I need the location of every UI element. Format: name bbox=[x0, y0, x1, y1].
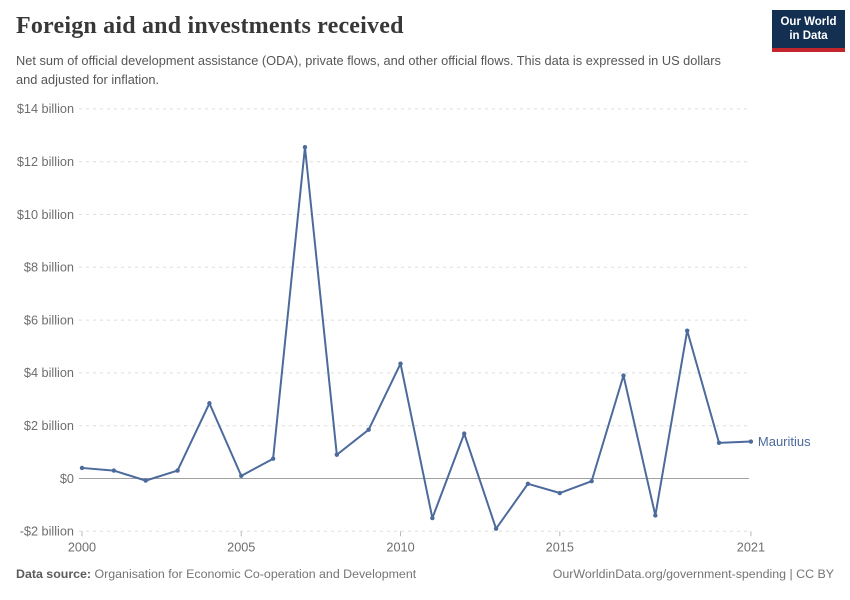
chart-subtitle: Net sum of official development assistan… bbox=[16, 53, 721, 87]
data-point[interactable] bbox=[207, 401, 212, 406]
x-axis-tick-label: 2000 bbox=[68, 541, 96, 555]
y-axis-tick-label: $10 billion bbox=[17, 208, 74, 222]
data-source-value: Organisation for Economic Co-operation a… bbox=[94, 567, 417, 581]
x-axis-tick-label: 2005 bbox=[227, 541, 255, 555]
data-point[interactable] bbox=[302, 144, 308, 150]
data-point[interactable] bbox=[684, 328, 690, 333]
y-axis-tick-label: $4 billion bbox=[24, 366, 74, 380]
data-line[interactable] bbox=[81, 146, 752, 530]
data-point[interactable] bbox=[79, 465, 85, 471]
x-axis-tick-label: 2021 bbox=[737, 541, 765, 555]
data-source-label: Data source: bbox=[16, 567, 92, 581]
data-point[interactable] bbox=[653, 513, 658, 518]
data-point[interactable] bbox=[430, 515, 435, 521]
data-point[interactable] bbox=[748, 439, 754, 444]
data-source: Data source: Organisation for Economic C… bbox=[16, 567, 416, 581]
entity-label: Mauritius bbox=[758, 434, 811, 449]
data-point[interactable] bbox=[175, 468, 180, 473]
y-axis-tick-label: -$2 billion bbox=[20, 525, 74, 539]
owid-logo[interactable]: Our World in Data bbox=[772, 10, 845, 52]
y-axis-tick-label: $8 billion bbox=[24, 261, 74, 275]
data-point[interactable] bbox=[589, 478, 594, 484]
data-point[interactable] bbox=[239, 473, 244, 479]
page-title: Foreign aid and investments received bbox=[16, 13, 404, 39]
y-axis-tick-label: $6 billion bbox=[24, 313, 74, 327]
data-point[interactable] bbox=[366, 427, 371, 432]
data-point[interactable] bbox=[621, 373, 626, 378]
owid-citation-link[interactable]: OurWorldinData.org/government-spending |… bbox=[552, 567, 834, 581]
data-point[interactable] bbox=[143, 478, 148, 483]
data-point[interactable] bbox=[462, 431, 467, 436]
data-point[interactable] bbox=[334, 452, 340, 457]
data-point[interactable] bbox=[111, 468, 117, 473]
owid-logo-line1: Our World bbox=[780, 15, 837, 28]
data-point[interactable] bbox=[270, 456, 276, 461]
owid-logo-line2: in Data bbox=[789, 30, 828, 42]
chart-footer: Data source: Organisation for Economic C… bbox=[16, 567, 834, 581]
y-axis-tick-label: $14 billion bbox=[17, 102, 74, 116]
data-point[interactable] bbox=[716, 440, 722, 446]
data-point[interactable] bbox=[557, 490, 562, 496]
y-axis-tick-label: $0 bbox=[60, 472, 74, 486]
data-point[interactable] bbox=[493, 526, 499, 531]
y-axis-tick-label: $2 billion bbox=[24, 419, 74, 433]
x-axis-tick-label: 2010 bbox=[386, 541, 414, 555]
y-axis-tick-label: $12 billion bbox=[17, 155, 74, 169]
x-axis-tick-label: 2015 bbox=[546, 541, 574, 555]
data-point[interactable] bbox=[525, 481, 531, 486]
data-point[interactable] bbox=[398, 361, 403, 366]
